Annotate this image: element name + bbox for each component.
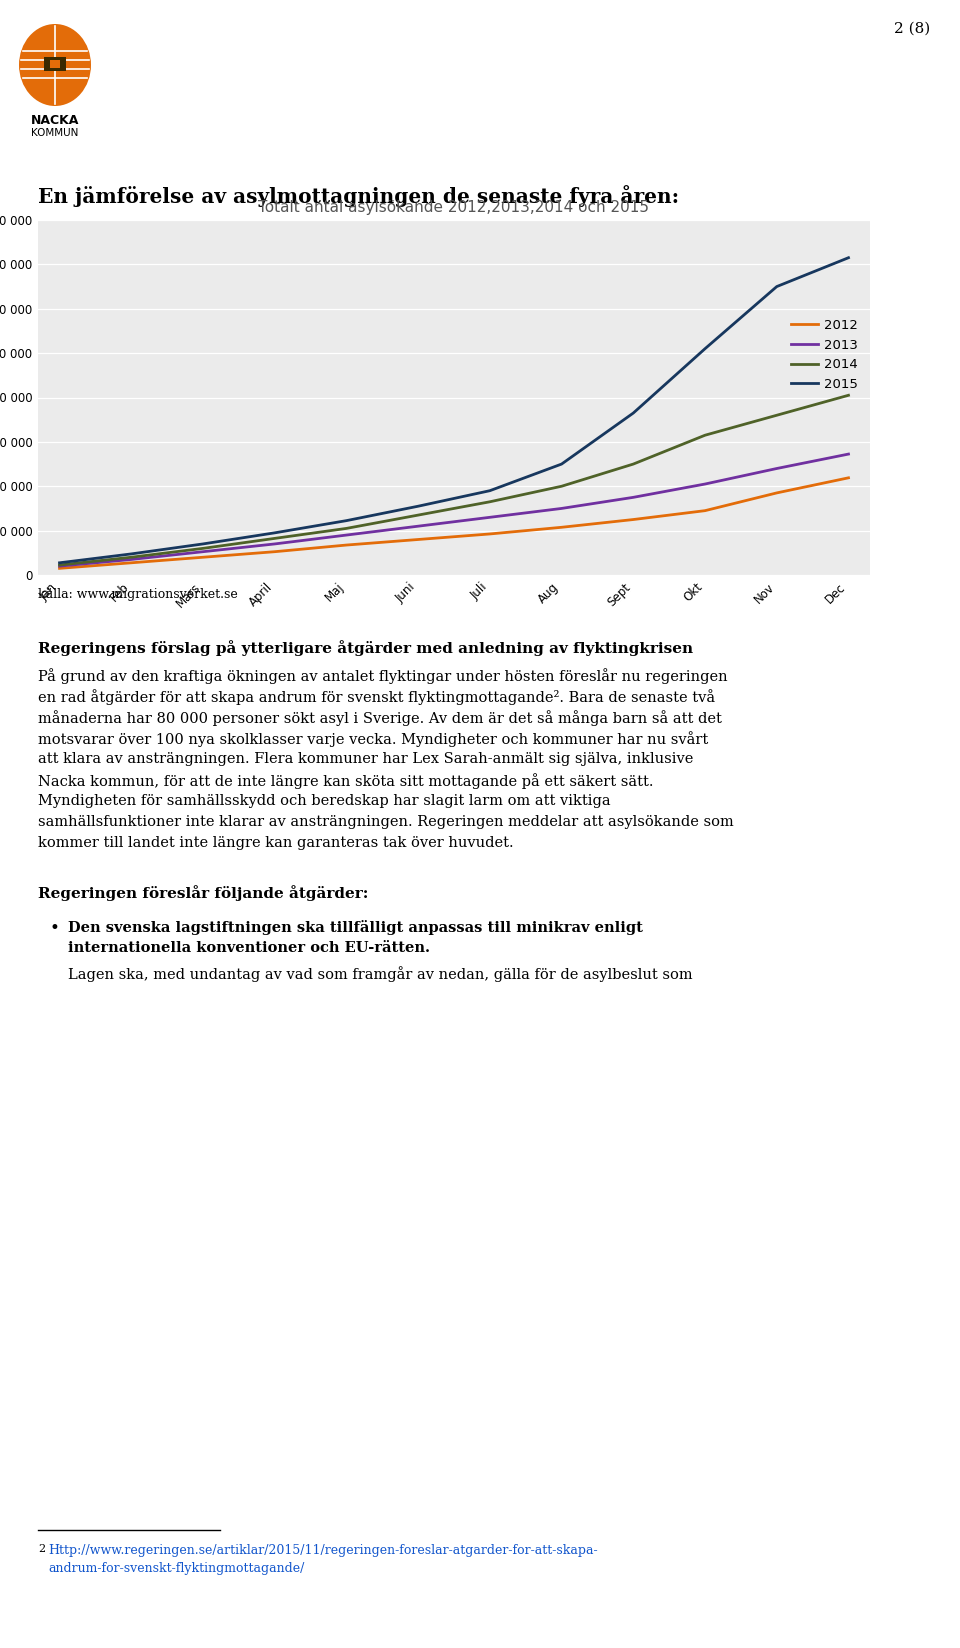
Text: Regeringens förslag på ytterligare åtgärder med anledning av flyktingkrisen: Regeringens förslag på ytterligare åtgär… — [38, 639, 693, 656]
Line: 2014: 2014 — [60, 396, 849, 565]
2014 — [54, 555, 65, 575]
Text: samhällsfunktioner inte klarar av ansträngningen. Regeringen meddelar att asylsö: samhällsfunktioner inte klarar av ansträ… — [38, 816, 733, 829]
Text: •: • — [50, 920, 60, 938]
Line: 2015: 2015 — [60, 257, 849, 564]
2014 — [699, 425, 710, 445]
2012 — [269, 542, 280, 562]
2013 — [197, 542, 208, 562]
Text: andrum-for-svenskt-flyktingmottagande/: andrum-for-svenskt-flyktingmottagande/ — [48, 1562, 304, 1575]
2013 — [341, 526, 352, 545]
2012 — [628, 509, 639, 529]
2015 — [197, 534, 208, 554]
2015 — [628, 404, 639, 424]
2013 — [628, 488, 639, 508]
2013 — [771, 458, 782, 478]
2012 — [341, 536, 352, 555]
Text: 2: 2 — [38, 1544, 45, 1554]
2012 — [843, 468, 854, 488]
2015 — [341, 511, 352, 531]
2012 — [197, 547, 208, 567]
2012 — [54, 559, 65, 578]
2012 — [413, 529, 424, 549]
2012 — [771, 483, 782, 503]
Line: 2012: 2012 — [60, 478, 849, 569]
2014 — [126, 547, 137, 567]
2014 — [771, 405, 782, 425]
2013 — [126, 549, 137, 569]
2015 — [269, 522, 280, 542]
Text: På grund av den kraftiga ökningen av antalet flyktingar under hösten föreslår nu: På grund av den kraftiga ökningen av ant… — [38, 667, 728, 684]
Text: 2 (8): 2 (8) — [894, 21, 930, 36]
Title: Totalt antal asylsökande 2012,2013,2014 och 2015: Totalt antal asylsökande 2012,2013,2014 … — [258, 199, 650, 214]
2015 — [556, 455, 567, 475]
Text: Http://www.regeringen.se/artiklar/2015/11/regeringen-foreslar-atgarder-for-att-s: Http://www.regeringen.se/artiklar/2015/1… — [48, 1544, 598, 1557]
2013 — [556, 499, 567, 519]
Text: En jämförelse av asylmottagningen de senaste fyra åren:: En jämförelse av asylmottagningen de sen… — [38, 185, 679, 208]
2015 — [54, 554, 65, 574]
2015 — [484, 481, 495, 501]
Text: motsvarar över 100 nya skolklasser varje vecka. Myndigheter och kommuner har nu : motsvarar över 100 nya skolklasser varje… — [38, 732, 708, 747]
2014 — [197, 539, 208, 559]
Text: Regeringen föreslår följande åtgärder:: Regeringen föreslår följande åtgärder: — [38, 885, 369, 901]
2012 — [126, 554, 137, 574]
2014 — [269, 529, 280, 549]
Ellipse shape — [19, 25, 91, 105]
Text: kommer till landet inte längre kan garanteras tak över huvudet.: kommer till landet inte längre kan garan… — [38, 836, 514, 850]
2015 — [843, 247, 854, 267]
2015 — [771, 277, 782, 297]
Text: internationella konventioner och EU-rätten.: internationella konventioner och EU-rätt… — [68, 941, 430, 954]
2014 — [484, 491, 495, 511]
Text: månaderna har 80 000 personer sökt asyl i Sverige. Av dem är det så många barn s: månaderna har 80 000 personer sökt asyl … — [38, 710, 722, 725]
Text: källa: www.migrationsverket.se: källa: www.migrationsverket.se — [38, 588, 238, 602]
Text: Den svenska lagstiftningen ska tillfälligt anpassas till minikrav enligt: Den svenska lagstiftningen ska tillfälli… — [68, 920, 643, 934]
2013 — [843, 445, 854, 465]
Text: Lagen ska, med undantag av vad som framgår av nedan, gälla för de asylbeslut som: Lagen ska, med undantag av vad som framg… — [68, 966, 692, 982]
Text: Myndigheten för samhällsskydd och beredskap har slagit larm om att viktiga: Myndigheten för samhällsskydd och bereds… — [38, 794, 611, 808]
2015 — [699, 339, 710, 359]
2013 — [699, 475, 710, 494]
2012 — [699, 501, 710, 521]
2013 — [413, 516, 424, 536]
2014 — [556, 476, 567, 496]
Line: 2013: 2013 — [60, 455, 849, 567]
Text: att klara av ansträngningen. Flera kommuner har Lex Sarah-anmält sig själva, ink: att klara av ansträngningen. Flera kommu… — [38, 751, 693, 766]
2012 — [556, 517, 567, 537]
2013 — [484, 508, 495, 527]
2014 — [843, 386, 854, 405]
2014 — [628, 455, 639, 475]
Text: NACKA: NACKA — [31, 114, 79, 127]
2014 — [341, 519, 352, 539]
2013 — [269, 534, 280, 554]
Text: KOMMUN: KOMMUN — [32, 129, 79, 138]
2012 — [484, 524, 495, 544]
Legend: 2012, 2013, 2014, 2015: 2012, 2013, 2014, 2015 — [786, 313, 863, 396]
Bar — [50, 59, 60, 68]
Bar — [44, 58, 66, 71]
2013 — [54, 557, 65, 577]
Text: Nacka kommun, för att de inte längre kan sköta sitt mottagande på ett säkert sät: Nacka kommun, för att de inte längre kan… — [38, 773, 654, 789]
2014 — [413, 506, 424, 526]
2015 — [126, 544, 137, 564]
Text: en rad åtgärder för att skapa andrum för svenskt flyktingmottagande². Bara de se: en rad åtgärder för att skapa andrum för… — [38, 689, 715, 705]
2015 — [413, 496, 424, 516]
